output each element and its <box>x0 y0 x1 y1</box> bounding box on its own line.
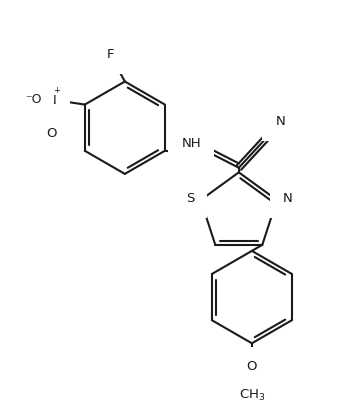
Text: O: O <box>47 126 57 140</box>
Text: +: + <box>53 86 60 94</box>
Text: N: N <box>283 192 293 205</box>
Text: ⁻O: ⁻O <box>25 93 41 106</box>
Text: S: S <box>186 192 194 205</box>
Text: N: N <box>47 94 57 107</box>
Text: NH: NH <box>181 136 201 150</box>
Text: O: O <box>247 360 257 373</box>
Text: N: N <box>276 115 285 128</box>
Text: F: F <box>107 48 115 61</box>
Text: CH$_3$: CH$_3$ <box>239 388 265 403</box>
